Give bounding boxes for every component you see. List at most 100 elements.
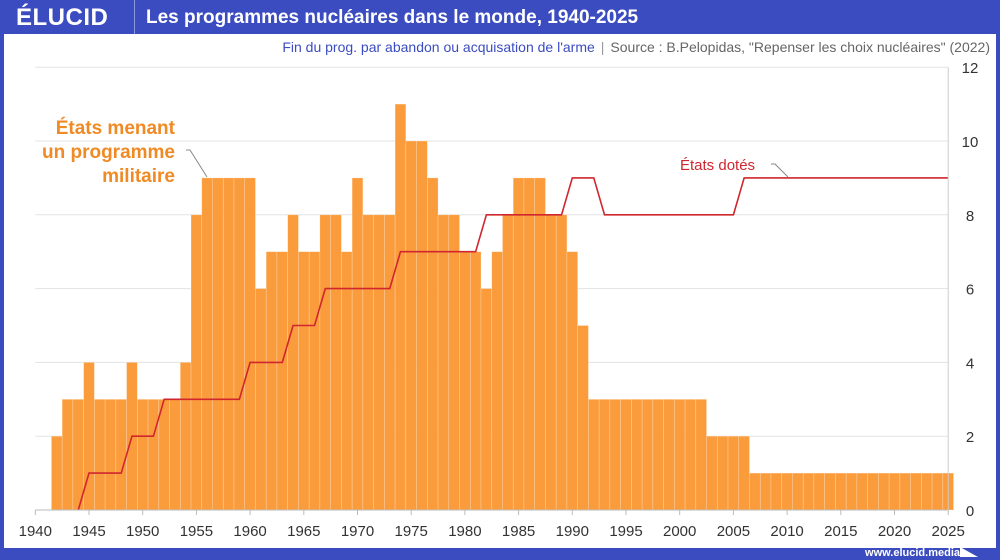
- x-tick-label: 1975: [395, 523, 428, 540]
- bar: [781, 472, 793, 511]
- bar: [287, 214, 299, 511]
- bar: [910, 472, 922, 511]
- x-tick-label: 1990: [556, 523, 589, 540]
- x-tick-label: 1950: [126, 523, 159, 540]
- bar: [265, 251, 278, 511]
- y-tick-label: 12: [962, 60, 979, 77]
- elucid-flag-icon: [960, 547, 978, 557]
- x-tick-label: 1955: [180, 523, 213, 540]
- bar: [684, 398, 697, 511]
- bar: [416, 140, 428, 511]
- x-tick-label: 1970: [341, 523, 374, 540]
- bar: [362, 214, 374, 511]
- bar: [405, 140, 417, 511]
- series-line-etats-dotes: [77, 177, 949, 511]
- bar: [888, 472, 901, 511]
- bar: [835, 472, 847, 511]
- subtitle: Fin du prog. par abandon ou acquisation …: [282, 39, 990, 55]
- bar: [845, 472, 858, 511]
- bar: [94, 398, 106, 511]
- series-label-programmes: un programme: [42, 142, 175, 163]
- x-tick-label: 1940: [19, 523, 52, 540]
- bar: [609, 398, 621, 511]
- bar: [469, 251, 482, 511]
- bar: [770, 472, 783, 511]
- bar: [137, 398, 149, 511]
- bar: [652, 398, 664, 511]
- bar: [716, 435, 729, 511]
- bar: [706, 435, 718, 511]
- bar: [931, 472, 944, 511]
- bar: [147, 398, 160, 511]
- bar: [394, 103, 407, 511]
- bar: [792, 472, 804, 511]
- annotations: États menant un programme militaire États d…: [42, 117, 789, 187]
- x-tick-label: 1985: [502, 523, 535, 540]
- bars: [51, 103, 954, 511]
- bar: [61, 398, 74, 511]
- y-tick-label: 2: [966, 429, 974, 446]
- bar: [759, 472, 772, 511]
- x-tick-label: 2015: [824, 523, 857, 540]
- bar: [674, 398, 686, 511]
- x-tick-label: 1965: [287, 523, 320, 540]
- bar: [856, 472, 868, 511]
- bar: [588, 398, 600, 511]
- x-tick-label: 1980: [448, 523, 481, 540]
- bar: [459, 251, 471, 511]
- header-divider: [134, 0, 135, 34]
- x-tick-label: 2010: [770, 523, 803, 540]
- label-leader-line: [771, 163, 789, 178]
- x-tick-label: 2005: [717, 523, 750, 540]
- bar: [255, 288, 267, 511]
- bar: [179, 362, 192, 511]
- bar: [555, 214, 568, 511]
- x-tick-label: 1960: [233, 523, 266, 540]
- subtitle-note: Fin du prog. par abandon ou acquisation …: [282, 39, 595, 55]
- bar: [566, 251, 578, 511]
- bar: [545, 214, 557, 511]
- bar: [308, 251, 321, 511]
- x-tick-label: 1995: [609, 523, 642, 540]
- bar: [577, 325, 589, 511]
- bar: [201, 177, 213, 511]
- bar: [663, 398, 675, 511]
- footer-url[interactable]: www.elucid.media: [865, 547, 960, 559]
- bar: [319, 214, 331, 511]
- bar: [212, 177, 224, 511]
- bar: [512, 177, 525, 511]
- bar: [51, 435, 63, 511]
- bar: [802, 472, 815, 511]
- bar: [738, 435, 750, 511]
- bar: [631, 398, 643, 511]
- bar: [824, 472, 836, 511]
- series-label-etats-dotes: États dotés: [680, 157, 755, 174]
- x-tick-label: 2025: [932, 523, 965, 540]
- bar: [298, 251, 310, 511]
- bar: [427, 177, 439, 511]
- bar: [233, 177, 246, 511]
- bar: [534, 177, 546, 511]
- bar: [115, 398, 127, 511]
- bar: [491, 251, 503, 511]
- axes: 0 2 4 6 8 10 12 1940 1945 1950 1955 1960 1965 1970 197…: [19, 60, 979, 540]
- bar: [598, 398, 611, 511]
- bar: [341, 251, 353, 511]
- bar: [222, 177, 235, 511]
- source-text: Source : B.Pelopidas, "Repenser les choi…: [610, 39, 990, 55]
- y-tick-label: 4: [966, 355, 974, 372]
- bar: [695, 398, 707, 511]
- series-label-programmes: États menant: [56, 117, 176, 139]
- bar: [158, 398, 170, 511]
- bar: [620, 398, 632, 511]
- bar: [502, 214, 514, 511]
- bar: [351, 177, 364, 511]
- y-tick-label: 6: [966, 282, 974, 299]
- y-tick-label: 0: [966, 503, 974, 520]
- x-tick-label: 1945: [72, 523, 105, 540]
- bar: [276, 251, 288, 511]
- bar: [244, 177, 256, 511]
- x-tick-label: 2020: [878, 523, 911, 540]
- header: ÉLUCID Les programmes nucléaires dans le…: [0, 0, 1000, 34]
